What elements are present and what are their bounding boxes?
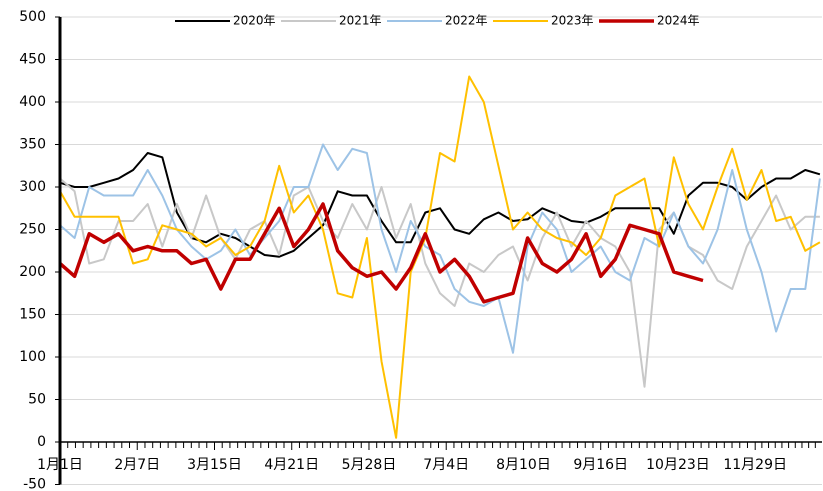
x-tick-label: 10月23日 xyxy=(646,457,710,473)
series-line xyxy=(59,177,820,388)
x-tick-label: 5月28日 xyxy=(342,457,397,473)
series-line xyxy=(58,202,704,304)
series-line xyxy=(59,75,821,439)
legend-label: 2020年 xyxy=(233,14,276,28)
series-line xyxy=(59,143,821,354)
x-tick-label: 9月16日 xyxy=(573,457,628,473)
y-tick-label: 200 xyxy=(19,264,46,280)
x-tick-label: 3月15日 xyxy=(187,457,242,473)
x-tick-label: 7月4日 xyxy=(423,457,469,473)
y-tick-label: 350 xyxy=(19,137,46,153)
y-tick-label: 500 xyxy=(19,9,46,25)
legend-label: 2024年 xyxy=(657,14,700,28)
x-tick-label: 8月10日 xyxy=(496,457,551,473)
y-tick-label: 250 xyxy=(19,222,46,238)
y-tick-label: -50 xyxy=(23,477,46,491)
x-tick-label: 4月21日 xyxy=(264,457,319,473)
y-tick-label: 0 xyxy=(37,434,46,450)
y-tick-label: 150 xyxy=(19,307,46,323)
y-tick-label: 450 xyxy=(19,52,46,68)
y-tick-label: 100 xyxy=(19,349,46,365)
y-tick-label: 300 xyxy=(19,179,46,195)
y-tick-label: 50 xyxy=(28,392,46,408)
y-tick-label: 400 xyxy=(19,94,46,110)
x-tick-label: 11月29日 xyxy=(723,457,787,473)
legend-label: 2021年 xyxy=(339,14,382,28)
x-tick-label: 2月7日 xyxy=(114,457,160,473)
series-line xyxy=(59,152,821,258)
legend-label: 2023年 xyxy=(551,14,594,28)
legend-label: 2022年 xyxy=(445,14,488,28)
